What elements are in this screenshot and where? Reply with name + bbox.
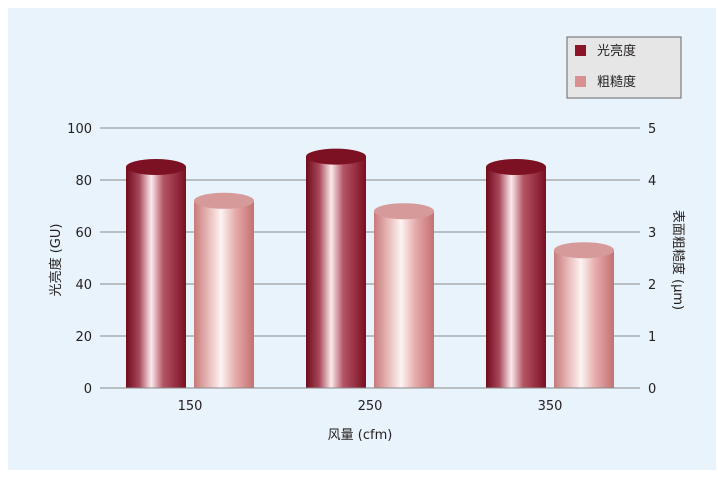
bar-cap bbox=[194, 192, 254, 209]
y2-tick-label: 2 bbox=[648, 278, 656, 293]
bar-cap bbox=[374, 203, 434, 220]
legend: 光亮度 粗糙度 bbox=[566, 36, 682, 99]
legend-swatch-1 bbox=[575, 45, 586, 56]
bar-body bbox=[554, 250, 614, 388]
x-tick-label: 250 bbox=[358, 399, 383, 414]
x-tick-label: 350 bbox=[538, 399, 563, 414]
right-y-axis: 0 1 2 3 4 5 bbox=[648, 122, 656, 397]
bar-body bbox=[194, 200, 254, 388]
y2-tick-label: 1 bbox=[648, 330, 656, 345]
y-tick-label: 20 bbox=[75, 330, 92, 345]
y2-tick-label: 5 bbox=[648, 122, 656, 137]
bar-gloss bbox=[126, 159, 186, 388]
y2-tick-label: 3 bbox=[648, 226, 656, 241]
bar-body bbox=[486, 167, 546, 388]
chart-svg: 0 20 40 60 80 100 0 1 2 3 4 5 150 250 350 风量 (cfm) 光… bbox=[48, 36, 686, 443]
y-tick-label: 60 bbox=[75, 226, 92, 241]
bar-gloss bbox=[306, 148, 366, 388]
x-axis-title: 风量 (cfm) bbox=[328, 428, 393, 443]
y-tick-label: 40 bbox=[75, 278, 92, 293]
left-y-axis: 0 20 40 60 80 100 bbox=[67, 122, 92, 397]
legend-label-1: 光亮度 bbox=[597, 43, 636, 59]
bars bbox=[126, 148, 614, 388]
x-tick-label: 150 bbox=[178, 399, 203, 414]
legend-swatch-2 bbox=[575, 76, 586, 87]
bar-body bbox=[126, 167, 186, 388]
bar-body bbox=[374, 211, 434, 388]
y-tick-label: 80 bbox=[75, 174, 92, 189]
legend-label-2: 粗糙度 bbox=[597, 74, 636, 90]
y2-tick-label: 4 bbox=[648, 174, 656, 189]
y2-axis-title: 表面粗糙度 (μm) bbox=[670, 210, 686, 310]
bar-body bbox=[306, 156, 366, 388]
bar-roughness bbox=[554, 242, 614, 388]
bar-cap bbox=[306, 148, 366, 165]
legend-box bbox=[566, 36, 682, 99]
bar-roughness bbox=[374, 203, 434, 388]
y2-tick-label: 0 bbox=[648, 382, 656, 397]
chart-area: 0 20 40 60 80 100 0 1 2 3 4 5 150 250 350 风量 (cfm) 光… bbox=[8, 8, 716, 470]
x-axis: 150 250 350 bbox=[100, 387, 640, 414]
bar-roughness bbox=[194, 192, 254, 388]
bar-gloss bbox=[486, 159, 546, 388]
bar-cap bbox=[486, 159, 546, 175]
y-tick-label: 0 bbox=[84, 382, 92, 397]
y-tick-label: 100 bbox=[67, 122, 92, 137]
y-axis-title: 光亮度 (GU) bbox=[48, 224, 64, 297]
bar-cap bbox=[126, 159, 186, 175]
bar-cap bbox=[554, 242, 614, 259]
